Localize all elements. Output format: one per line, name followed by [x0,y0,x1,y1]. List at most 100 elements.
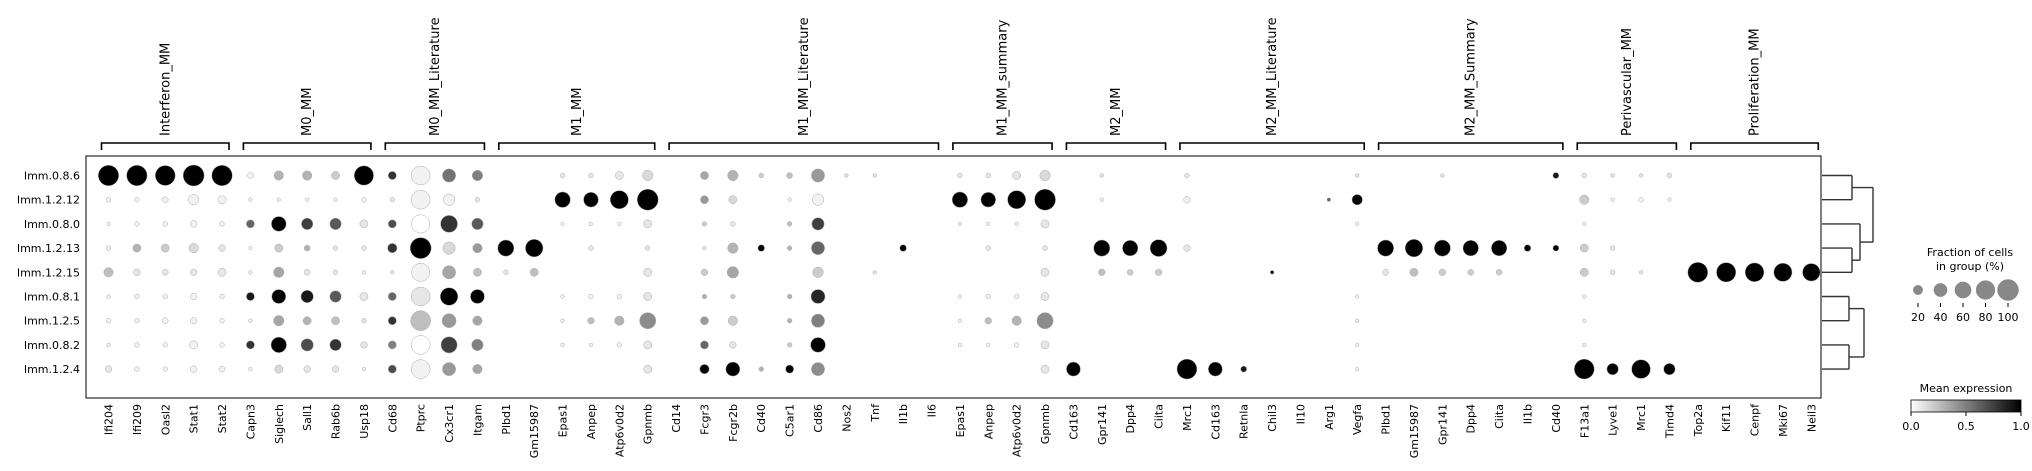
dot [471,170,483,181]
dot [409,237,432,259]
row-label: Imm.0.8.6 [24,170,80,183]
column-label: Stat1 [188,404,201,433]
dot [554,191,571,208]
dot [470,289,485,304]
dot [1098,268,1106,276]
dot [190,292,198,301]
dot [811,217,825,231]
dot [957,172,963,179]
dot [387,316,397,326]
dot [1093,239,1111,257]
dot [218,365,226,373]
dot [701,221,708,227]
dot [957,294,962,299]
dot [728,195,738,205]
dot [1040,340,1050,350]
dot [302,170,313,181]
dot [787,293,793,300]
dot [700,340,709,350]
dot [219,342,225,348]
dot [329,217,342,230]
group-label: M2_MM_Summary [1464,18,1479,136]
column-label: Itgam [471,404,484,436]
dot [1355,221,1360,226]
dot [1579,267,1589,277]
dot [219,318,225,324]
dot [1610,245,1616,251]
column-label: Rab6b [330,404,343,439]
dot [1042,245,1048,251]
column-label: Dpp4 [1124,404,1137,433]
dots [98,164,1821,380]
dot [699,364,710,375]
dot [1638,173,1644,178]
dot [1184,172,1190,179]
dot [700,195,709,205]
dot [785,364,794,374]
dot [472,315,483,326]
dot [387,364,397,374]
dot [1122,240,1139,257]
dot [442,265,456,280]
dot [361,197,367,203]
size-legend: Fraction of cells in group (%) 20 40 60 80 1… [1911,246,2019,324]
dot [700,268,709,276]
group-label: M0_MM [300,88,315,136]
dot [811,241,825,255]
dot [331,171,340,180]
dot [106,294,111,299]
dot [387,243,398,254]
dot [1582,294,1587,299]
dot [1638,197,1644,203]
group-label: Perivascular_MM [1620,28,1635,136]
dot [387,219,397,229]
column-label: Plbd1 [1380,404,1393,435]
column-label: Ciita [1153,404,1166,429]
dot [105,197,112,203]
dot [727,242,739,254]
dot [332,269,339,275]
dot [1744,262,1765,282]
dot [359,292,369,301]
dot [588,172,594,179]
dot [472,364,483,375]
dot [218,244,226,252]
column-label: Dpp4 [1465,404,1478,433]
dot [643,267,653,277]
dot [440,215,458,233]
dot [957,342,962,347]
column-label: Cenpf [1749,403,1762,436]
dot [219,293,225,300]
dot [134,293,140,300]
dot [410,310,431,331]
color-legend-tick-label: 1.0 [2012,420,2030,433]
dot [303,365,311,373]
dot [1012,171,1021,180]
dot [1208,361,1223,377]
dot [411,335,431,355]
gene-group-brackets: Interferon_MM M0_MM M0_MM_Literature M1_MM M… [100,17,1820,150]
dot [162,269,169,276]
dot [616,293,622,300]
dot [246,340,255,350]
dot [360,341,368,349]
dot [104,365,113,373]
dot [985,293,991,300]
dot [106,221,111,226]
dot [583,192,599,208]
dot [615,171,624,180]
column-label: Top2a [1692,404,1705,437]
dot [1183,244,1191,252]
dot [1011,315,1022,326]
column-label: Fcgr3 [698,404,711,435]
dot [636,188,659,211]
dot [812,193,824,206]
column-label: Neil3 [1805,404,1818,432]
dot [560,294,565,299]
group-label: M1_MM_Literature [797,17,812,136]
dot [387,292,397,301]
column-label: Cx3cr1 [443,404,456,443]
dot [160,243,170,253]
size-legend-title-line2: in group (%) [1936,260,2004,273]
dot [133,268,141,276]
